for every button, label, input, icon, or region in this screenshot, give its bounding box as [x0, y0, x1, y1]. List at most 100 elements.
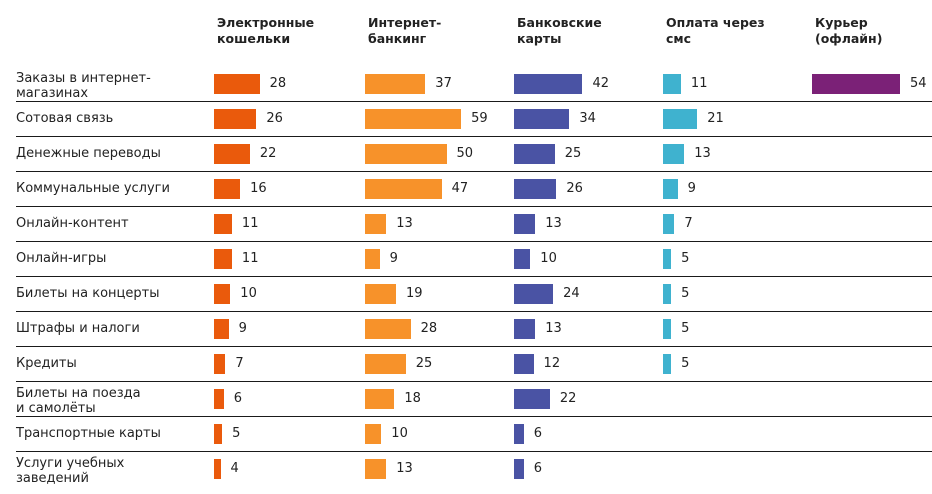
- bar: [214, 178, 241, 199]
- value-label: 6: [533, 425, 543, 441]
- category-label: Билеты на концерты: [16, 286, 160, 301]
- bar: [663, 318, 672, 339]
- value-label: 19: [405, 285, 423, 301]
- bar: [365, 73, 426, 94]
- value-label: 26: [566, 180, 583, 196]
- value-label: 22: [559, 390, 577, 406]
- category-label: Кредиты: [16, 356, 77, 371]
- value-label: 7: [235, 355, 244, 371]
- bar: [214, 108, 257, 129]
- column-header: Интернет- банкинг: [368, 15, 442, 46]
- category-label: Коммунальные услуги: [16, 181, 170, 196]
- category-label: Заказы в интернет- магазинах: [16, 70, 151, 101]
- bar: [214, 353, 226, 374]
- bar: [365, 318, 411, 339]
- bar: [214, 388, 224, 409]
- row-divider: [16, 381, 932, 382]
- bar: [514, 318, 536, 339]
- bar: [214, 143, 250, 164]
- bar: [365, 423, 382, 444]
- category-label: Билеты на поезда и самолёты: [16, 385, 141, 416]
- bar: [812, 73, 901, 94]
- value-label: 22: [259, 145, 277, 161]
- value-label: 25: [415, 355, 433, 371]
- bar: [214, 423, 223, 444]
- bar: [365, 283, 396, 304]
- row-divider: [16, 171, 932, 172]
- value-label: 4: [230, 460, 239, 476]
- value-label: 42: [592, 75, 609, 91]
- bar: [663, 248, 672, 269]
- value-label: 54: [910, 75, 927, 91]
- value-label: 24: [563, 285, 580, 301]
- value-label: 5: [681, 285, 690, 301]
- bar: [663, 283, 672, 304]
- bar: [514, 213, 536, 234]
- value-label: 10: [240, 285, 257, 301]
- column-header: Курьер (офлайн): [815, 15, 883, 46]
- value-label: 34: [579, 110, 596, 126]
- value-label: 13: [545, 215, 562, 231]
- category-label: Сотовая связь: [16, 111, 114, 126]
- category-label: Транспортные карты: [16, 426, 161, 441]
- bar: [514, 423, 524, 444]
- value-label: 9: [687, 180, 696, 196]
- column-header: Электронные кошельки: [217, 15, 315, 46]
- value-label: 6: [533, 460, 543, 476]
- bar: [514, 248, 531, 269]
- value-label: 28: [420, 320, 438, 336]
- value-label: 11: [241, 250, 259, 266]
- value-label: 16: [250, 180, 267, 196]
- value-label: 5: [232, 425, 241, 441]
- column-header: Банковские карты: [517, 15, 602, 46]
- value-label: 10: [391, 425, 408, 441]
- column-header: Оплата через смс: [666, 15, 765, 46]
- bar: [514, 388, 550, 409]
- bar: [365, 248, 380, 269]
- row-divider: [16, 451, 932, 452]
- row-divider: [16, 276, 932, 277]
- bar: [214, 73, 260, 94]
- bar: [663, 143, 685, 164]
- bar: [214, 318, 229, 339]
- row-divider: [16, 311, 932, 312]
- bar: [214, 248, 232, 269]
- row-divider: [16, 241, 932, 242]
- bar: [214, 458, 221, 479]
- bar: [514, 178, 557, 199]
- value-label: 13: [694, 145, 711, 161]
- row-divider: [16, 136, 932, 137]
- category-label: Онлайн-игры: [16, 251, 107, 266]
- value-label: 13: [545, 320, 562, 336]
- category-label: Онлайн-контент: [16, 216, 129, 231]
- value-label: 10: [540, 250, 557, 266]
- bar: [214, 283, 231, 304]
- value-label: 5: [681, 355, 690, 371]
- value-label: 47: [451, 180, 469, 196]
- bar: [663, 178, 678, 199]
- value-label: 25: [564, 145, 582, 161]
- value-label: 6: [233, 390, 243, 406]
- row-divider: [16, 101, 932, 102]
- value-label: 11: [690, 75, 708, 91]
- value-label: 9: [238, 320, 247, 336]
- bar: [514, 283, 554, 304]
- value-label: 18: [404, 390, 421, 406]
- value-label: 12: [543, 355, 561, 371]
- value-label: 26: [266, 110, 283, 126]
- bar: [663, 73, 681, 94]
- value-label: 9: [389, 250, 398, 266]
- category-label: Услуги учебных заведений: [16, 455, 125, 486]
- bar: [663, 213, 675, 234]
- value-label: 13: [396, 215, 413, 231]
- value-label: 28: [269, 75, 287, 91]
- value-label: 59: [471, 110, 488, 126]
- row-divider: [16, 346, 932, 347]
- value-label: 11: [241, 215, 259, 231]
- bar: [365, 388, 395, 409]
- value-label: 50: [456, 145, 474, 161]
- value-label: 5: [681, 250, 690, 266]
- bar: [365, 353, 406, 374]
- bar: [365, 143, 447, 164]
